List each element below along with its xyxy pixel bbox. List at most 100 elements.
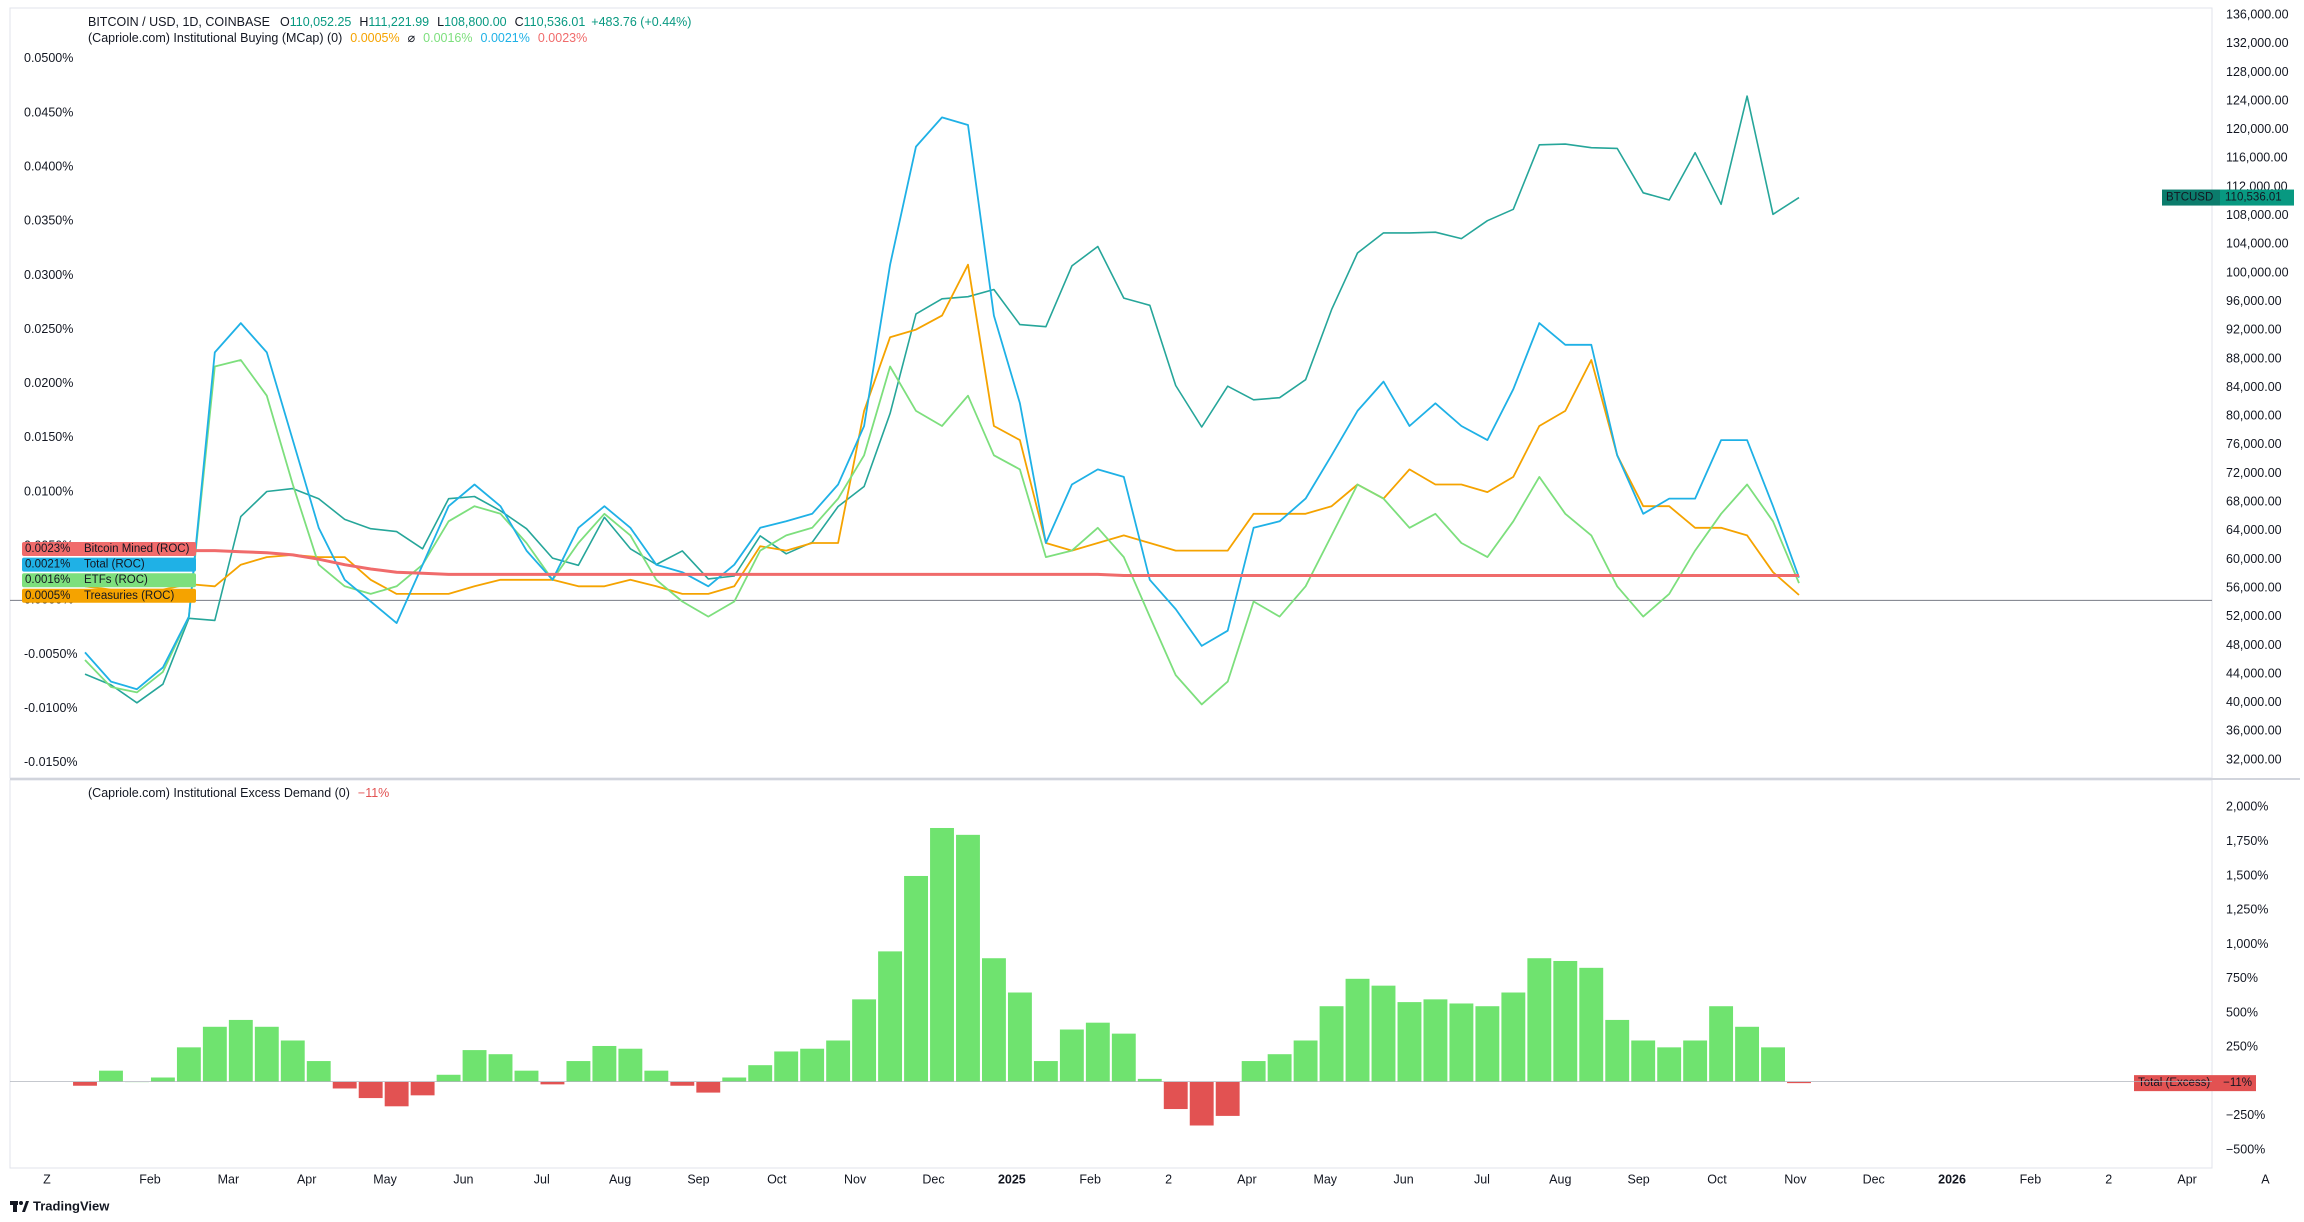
indicator-value: 0.0023% xyxy=(538,31,587,45)
x-tick-label: Dec xyxy=(1863,1172,1885,1186)
x-tick-label: Jul xyxy=(534,1172,550,1186)
bar xyxy=(1033,1061,1058,1082)
x-tick-label: Feb xyxy=(1079,1172,1101,1186)
bar xyxy=(1631,1040,1656,1082)
y-tick-label: 0.0450% xyxy=(24,105,73,119)
y-tick-label: 0.0200% xyxy=(24,376,73,390)
x-tick-label: Jun xyxy=(1394,1172,1414,1186)
bar xyxy=(956,834,980,1082)
x-tick-label: Oct xyxy=(1707,1172,1727,1186)
bar xyxy=(1085,1022,1110,1082)
header-line: BITCOIN / USD, 1D, COINBASE O110,052.25 H1… xyxy=(88,15,691,29)
y-tick-label: 1,500% xyxy=(2226,868,2268,882)
y-tick-label: 1,750% xyxy=(2226,834,2268,848)
price-tag-name: BTCUSD xyxy=(2166,192,2213,204)
y2-tick-label: 84,000.00 xyxy=(2226,380,2282,394)
logo-part xyxy=(22,1201,29,1212)
bar xyxy=(1605,1019,1630,1082)
bar xyxy=(514,1070,539,1082)
bar xyxy=(1241,1061,1266,1082)
indicator-value: 0.0005% xyxy=(350,31,399,45)
x-tick-label: Sep xyxy=(687,1172,709,1186)
bar xyxy=(1319,1006,1344,1082)
x-tick-label: Aug xyxy=(609,1172,631,1186)
series-tag-name: Total (ROC) xyxy=(84,559,145,571)
bar xyxy=(1553,960,1578,1082)
bar xyxy=(332,1081,357,1089)
bar xyxy=(1163,1081,1188,1110)
y2-tick-label: 48,000.00 xyxy=(2226,638,2282,652)
quote-value: 110,052.25 xyxy=(290,15,352,29)
y2-tick-label: 88,000.00 xyxy=(2226,351,2282,365)
indicator-symbol: ⌀ xyxy=(408,31,416,45)
bar xyxy=(73,1081,97,1086)
bar xyxy=(1267,1054,1292,1082)
y-tick-label: 0.0250% xyxy=(24,322,73,336)
series-line xyxy=(84,263,1800,596)
x-tick-label: Feb xyxy=(2020,1172,2042,1186)
bar xyxy=(1059,1029,1084,1082)
indicator-name: (Capriole.com) Institutional Buying (MCa… xyxy=(88,31,342,45)
y-tick-label: -0.0050% xyxy=(24,647,78,661)
y-tick-label: 0.0350% xyxy=(24,214,73,228)
bar xyxy=(1761,1047,1785,1082)
bar xyxy=(982,958,1006,1082)
series-tag xyxy=(22,557,196,572)
x-tick-label: May xyxy=(373,1172,397,1186)
bar xyxy=(410,1081,435,1096)
quote-value: 110,536.01 xyxy=(524,15,586,29)
series-tag-name: Bitcoin Mined (ROC) xyxy=(84,543,190,555)
series-tag-name: Treasuries (ROC) xyxy=(84,590,174,602)
indicator-name: (Capriole.com) Institutional Excess Dema… xyxy=(88,786,350,800)
bar xyxy=(1137,1078,1162,1082)
bar xyxy=(1111,1033,1136,1082)
bar xyxy=(1787,1081,1811,1084)
bar xyxy=(1423,999,1448,1082)
series-tag-name: ETFs (ROC) xyxy=(84,574,148,586)
y2-tick-label: 56,000.00 xyxy=(2226,580,2282,594)
bar xyxy=(150,1077,175,1082)
bar xyxy=(1475,1006,1500,1082)
bar xyxy=(930,827,954,1082)
y2-tick-label: 80,000.00 xyxy=(2226,409,2282,423)
y2-tick-label: 76,000.00 xyxy=(2226,437,2282,451)
y2-tick-label: 68,000.00 xyxy=(2226,495,2282,509)
bar xyxy=(228,1019,253,1082)
y2-tick-label: 120,000.00 xyxy=(2226,122,2289,136)
bar xyxy=(1293,1040,1318,1082)
series-tag xyxy=(22,573,196,588)
y2-tick-label: 108,000.00 xyxy=(2226,208,2289,222)
tradingview-logo xyxy=(10,1201,29,1212)
bar xyxy=(878,951,903,1082)
x-tick-label: Aug xyxy=(1549,1172,1571,1186)
x-tick-label: Jun xyxy=(453,1172,473,1186)
x-tick-label: Mar xyxy=(218,1172,240,1186)
bar xyxy=(1579,967,1604,1082)
y2-tick-label: 36,000.00 xyxy=(2226,724,2282,738)
y2-tick-label: 132,000.00 xyxy=(2226,36,2289,50)
y-tick-label: 250% xyxy=(2226,1040,2258,1054)
bar xyxy=(826,1040,851,1082)
y2-tick-label: 44,000.00 xyxy=(2226,666,2282,680)
y-tick-label: 0.0300% xyxy=(24,268,73,282)
bar xyxy=(696,1081,721,1093)
bar xyxy=(1501,992,1526,1082)
x-tick-label: Nov xyxy=(844,1172,867,1186)
y-tick-label: -0.0150% xyxy=(24,755,78,769)
series-tag-bg xyxy=(2134,1075,2256,1092)
series-tag-value: 0.0016% xyxy=(25,574,70,586)
price-tag-value: 110,536.01 xyxy=(2225,192,2282,204)
y-tick-label: 500% xyxy=(2226,1005,2258,1019)
x-tick-label: Z xyxy=(43,1172,51,1186)
bar xyxy=(774,1051,799,1082)
x-tick-label: 2 xyxy=(1165,1172,1172,1186)
y2-tick-label: 124,000.00 xyxy=(2226,93,2289,107)
quote-change: +483.76 (+0.44%) xyxy=(591,15,691,29)
bar xyxy=(384,1081,409,1107)
bar xyxy=(618,1048,643,1082)
y2-tick-label: 52,000.00 xyxy=(2226,609,2282,623)
y-tick-label: 750% xyxy=(2226,971,2258,985)
bar xyxy=(280,1040,305,1082)
